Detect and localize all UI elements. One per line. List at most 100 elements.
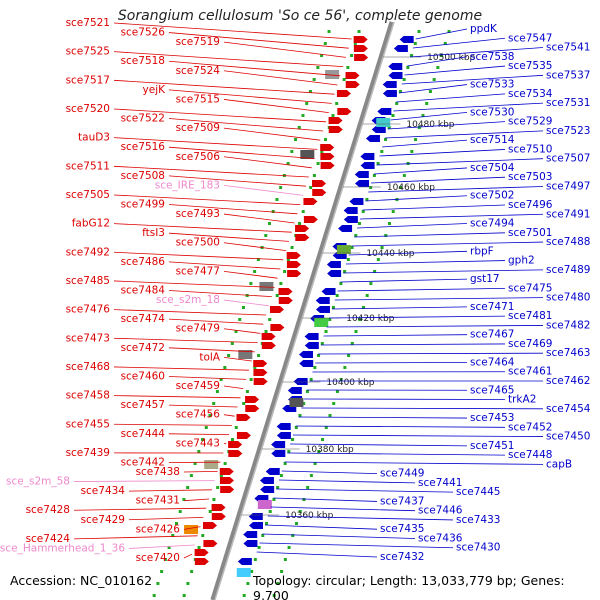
gene-leader-left: [113, 280, 275, 288]
gene-leader-right: [256, 551, 378, 558]
gene-label-right: sce7436: [418, 532, 463, 544]
track-tick-1: [331, 114, 335, 117]
track-tick-2: [384, 138, 388, 141]
gene-label-left: sce7515: [176, 93, 220, 105]
gene-arrow-left: [320, 144, 335, 151]
track-tick-3: [443, 42, 447, 45]
gene-label-right: sce7432: [380, 551, 424, 563]
gene-leader-right: [264, 524, 378, 530]
track-tick-3: [298, 510, 302, 513]
track-tick-1: [342, 78, 346, 81]
track-tick-2: [402, 78, 406, 81]
gene-arrow-right: [399, 36, 414, 43]
track-tick-2: [410, 54, 414, 57]
track-tick-2: [291, 438, 295, 441]
track-tick-3: [428, 90, 432, 93]
track-tick-1: [208, 510, 212, 513]
gene-leader-right: [281, 470, 378, 475]
gene-leader-right: [415, 28, 468, 40]
gene-leader-right: [329, 315, 506, 319]
track-tick-3: [339, 378, 343, 381]
gene-label-right: sce7465: [470, 384, 514, 396]
scale-label: 10360 kbp: [285, 511, 333, 521]
gene-label-right: gph2: [508, 255, 535, 267]
gene-leader-right: [387, 121, 506, 130]
gene-leader-left: [223, 127, 321, 141]
gene-arrow-left: [328, 126, 343, 133]
gene-arrow-right: [371, 126, 386, 133]
gene-label-left: sce7474: [121, 313, 166, 325]
track-tick-2: [413, 42, 417, 45]
gene-leader-right: [368, 186, 544, 193]
scale-label: 10400 kbp: [326, 378, 374, 388]
gene-arrow-left: [194, 558, 209, 565]
gene-label-left: sce7492: [66, 246, 110, 258]
track-tick-0: [204, 426, 208, 429]
map-title: Sorangium cellulosum 'So ce 56', complet…: [117, 8, 483, 24]
gene-arrow-right: [299, 360, 314, 367]
track-tick-3: [410, 150, 414, 153]
gene-leader-right: [373, 167, 468, 175]
gene-arrow-left: [194, 549, 209, 556]
track-tick-1: [279, 282, 283, 285]
gene-label-right: sce7446: [418, 505, 463, 517]
track-tick-3: [302, 498, 306, 501]
gene-leader-left: [168, 32, 349, 49]
gene-arrow-left: [211, 504, 226, 511]
track-tick-1: [283, 270, 287, 273]
track-tick-3: [440, 54, 444, 57]
gene-arrow-left: [312, 180, 327, 187]
gene-leader-left: [113, 165, 309, 178]
gene-label-right: sce7464: [470, 356, 515, 368]
gene-label-left: sce7455: [66, 418, 110, 430]
track-tick-2: [317, 354, 321, 357]
gene-leader-right: [379, 149, 506, 157]
track-tick-1: [190, 570, 194, 573]
gene-arrow-left: [236, 414, 251, 421]
gene-arrow-right: [248, 513, 263, 520]
feature-block: [184, 525, 199, 534]
track-tick-3: [347, 354, 351, 357]
gene-label-right: sce7541: [546, 42, 590, 54]
track-tick-3: [272, 594, 276, 597]
track-tick-2: [391, 114, 395, 117]
gene-leader-right: [337, 287, 506, 292]
gene-arrow-left: [269, 306, 284, 313]
gene-leader-right: [334, 297, 544, 301]
track-tick-0: [193, 462, 197, 465]
track-tick-2: [350, 246, 354, 249]
gene-leader-left: [168, 433, 230, 435]
feature-block: [314, 318, 329, 327]
track-tick-0: [178, 510, 182, 513]
gene-arrow-left: [253, 378, 268, 385]
gene-arrow-left: [320, 153, 335, 160]
gene-label-left: sce7456: [176, 409, 221, 421]
gene-label-left: sce7460: [121, 370, 165, 382]
gene-label-left: sce7499: [121, 199, 165, 211]
track-tick-3: [343, 366, 347, 369]
track-tick-2: [246, 582, 250, 585]
track-tick-2: [268, 510, 272, 513]
gene-label-right: rbpF: [470, 245, 494, 257]
gene-label-left: sce7420: [136, 552, 180, 564]
track-tick-1: [216, 486, 220, 489]
gene-arrow-right: [299, 351, 314, 358]
gene-leader-left: [113, 137, 318, 150]
gene-arrow-left: [286, 252, 301, 259]
gene-leader-left: [73, 507, 207, 511]
gene-leader-right: [396, 93, 506, 103]
track-tick-0: [175, 522, 178, 525]
track-tick-2: [398, 90, 402, 93]
gene-arrow-left: [286, 261, 301, 268]
gene-leader-left: [168, 376, 247, 380]
gene-label-left: sce_s2m_18: [156, 294, 220, 306]
gene-arrow-right: [338, 225, 353, 232]
gene-leader-left: [223, 328, 261, 334]
gene-arrow-right: [377, 108, 392, 115]
gene-leader-left: [113, 423, 232, 426]
gene-arrow-left: [236, 432, 251, 439]
gene-arrow-left: [312, 189, 327, 196]
track-tick-3: [361, 306, 365, 309]
feature-block: [336, 245, 351, 254]
track-tick-0: [279, 186, 283, 189]
